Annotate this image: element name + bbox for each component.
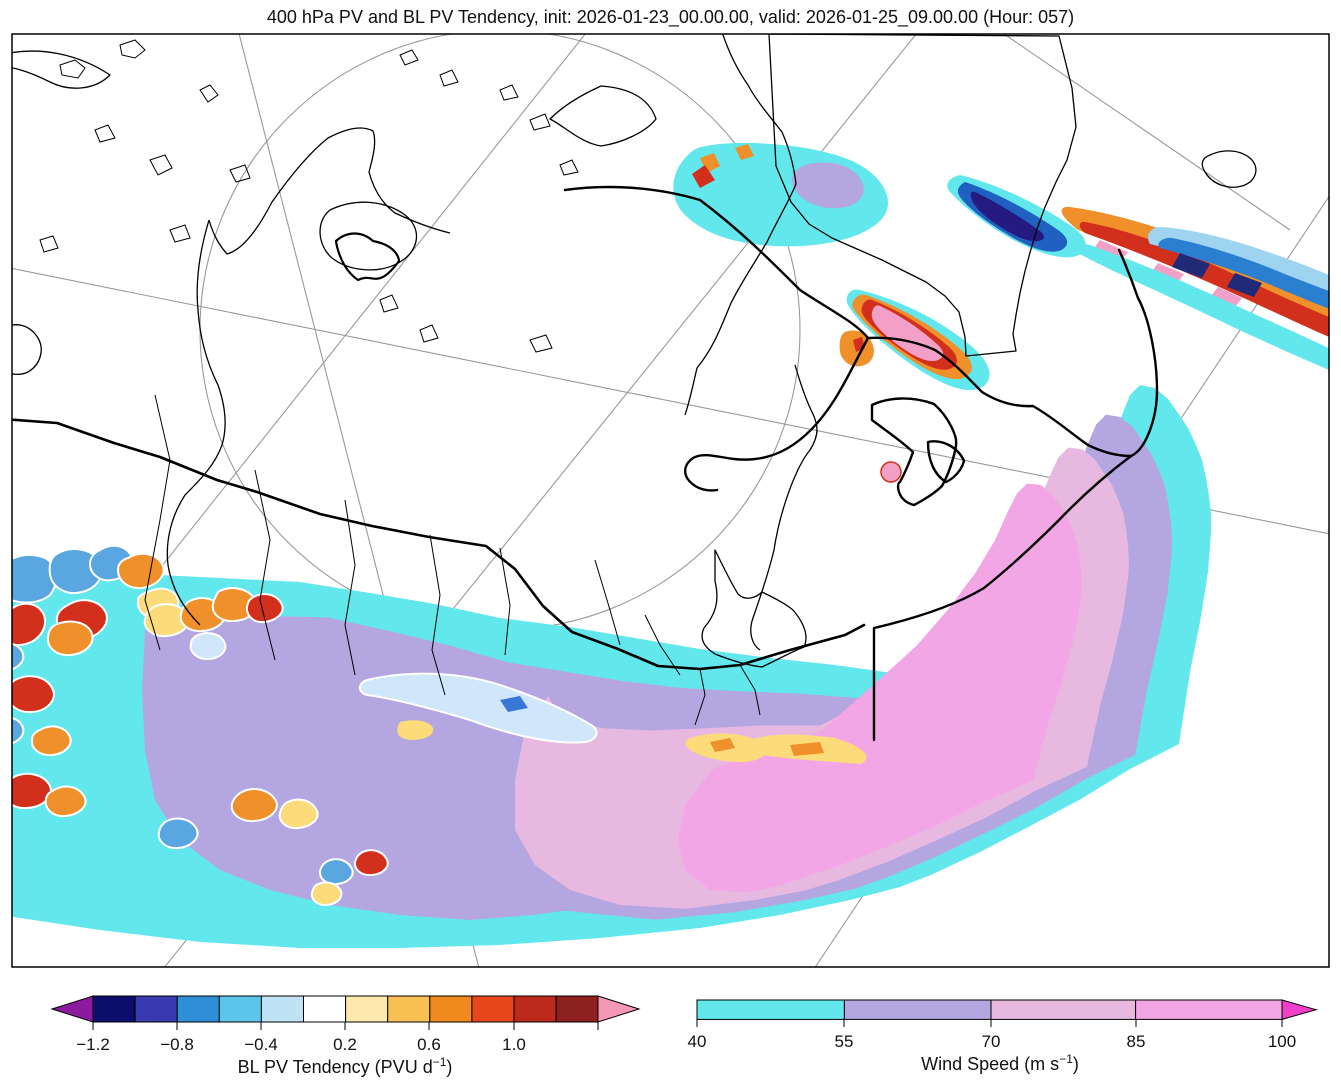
svg-text:70: 70 bbox=[982, 1032, 1001, 1051]
svg-text:55: 55 bbox=[835, 1032, 854, 1051]
svg-text:Wind Speed (m s−1): Wind Speed (m s−1) bbox=[921, 1052, 1079, 1074]
svg-text:100: 100 bbox=[1268, 1032, 1296, 1051]
svg-text:0.6: 0.6 bbox=[417, 1035, 441, 1054]
svg-text:40: 40 bbox=[688, 1032, 707, 1051]
svg-text:−1.2: −1.2 bbox=[76, 1035, 110, 1054]
svg-text:−0.8: −0.8 bbox=[160, 1035, 194, 1054]
svg-text:−0.4: −0.4 bbox=[244, 1035, 278, 1054]
svg-text:85: 85 bbox=[1127, 1032, 1146, 1051]
svg-text:0.2: 0.2 bbox=[333, 1035, 357, 1054]
svg-text:1.0: 1.0 bbox=[502, 1035, 526, 1054]
svg-text:BL PV Tendency (PVU d−1): BL PV Tendency (PVU d−1) bbox=[238, 1055, 453, 1077]
